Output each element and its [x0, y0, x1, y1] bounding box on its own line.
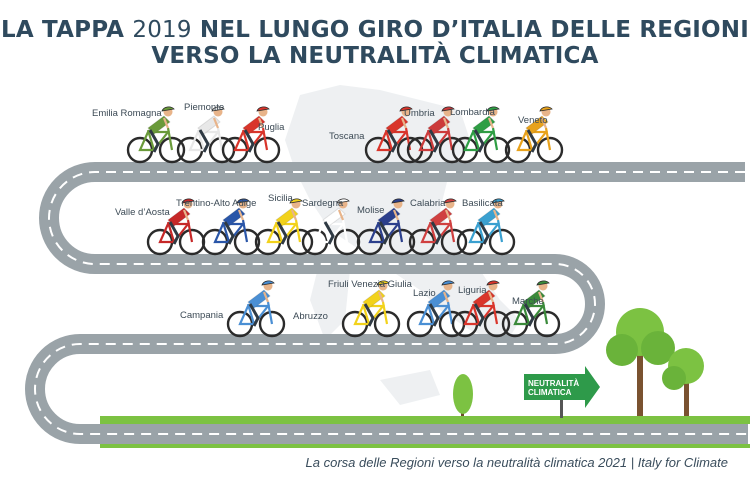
page-title-line-1: LA TAPPA 2019 NEL LUNGO GIRO D’ITALIA DE…: [0, 17, 750, 43]
region-label-veneto: Veneto: [518, 115, 548, 126]
cyclist-sardegna: [301, 198, 361, 256]
tree-medium-icon: [662, 348, 704, 416]
grass-strip: [100, 416, 750, 424]
region-label-molise: Molise: [357, 205, 385, 216]
region-label-basilicata: Basilicata: [462, 198, 503, 209]
title-year: 2019: [132, 17, 192, 43]
cyclist-puglia: [221, 106, 281, 164]
region-label-lombardia: Lombardia: [450, 107, 495, 118]
cyclist-trentino-alto-adige: [201, 198, 261, 256]
region-label-piemonte: Piemonte: [184, 102, 225, 113]
source-caption: La corsa delle Regioni verso la neutrali…: [305, 455, 728, 470]
finish-sign-icon: [524, 366, 600, 418]
region-label-umbria: Umbria: [404, 108, 435, 119]
cyclist-piemonte: [176, 106, 236, 164]
cyclist-molise: [356, 198, 416, 256]
tree-large-icon: [606, 308, 675, 416]
region-label-friuli-venezia-giulia: Friuli Venezia Giulia: [328, 279, 412, 290]
title-part-1: LA TAPPA: [0, 17, 125, 43]
region-label-trentino-alto-adige: Trentino-Alto Adige: [176, 198, 257, 209]
region-label-puglia: Puglia: [258, 122, 285, 133]
region-label-sicilia: Sicilia: [268, 193, 293, 204]
cyclist-umbria: [406, 106, 466, 164]
cyclist-marche: [501, 280, 561, 338]
grass-strip-lower: [100, 444, 750, 448]
region-label-emilia-romagna: Emilia Romagna: [92, 108, 162, 119]
title-part-2: NEL LUNGO GIRO D’ITALIA DELLE REGIONI: [199, 17, 750, 43]
cyclist-campania: [226, 280, 286, 338]
cyclist-valle-d-aosta: [146, 198, 206, 256]
cyclist-calabria: [408, 198, 468, 256]
page-title-line-2: VERSO LA NEUTRALITÀ CLIMATICA: [151, 43, 599, 69]
finish-sign-label: NEUTRALITÀ CLIMATICA: [528, 379, 588, 397]
finish-sign-line-2: CLIMATICA: [528, 388, 572, 397]
region-label-valle-d-aosta: Valle d’Aosta: [115, 207, 170, 218]
region-label-liguria: Liguria: [458, 285, 487, 296]
region-label-campania: Campania: [180, 310, 224, 321]
cyclist-lazio: [406, 280, 466, 338]
tree-small-icon: [453, 374, 473, 416]
cyclist-basilicata: [456, 198, 516, 256]
cyclist-veneto: [504, 106, 564, 164]
winding-road: [25, 162, 748, 444]
cyclist-toscana: [364, 106, 424, 164]
region-label-abruzzo: Abruzzo: [293, 311, 328, 322]
region-label-lazio: Lazio: [413, 288, 436, 299]
region-label-toscana: Toscana: [329, 131, 365, 142]
cyclist-liguria: [451, 280, 511, 338]
region-label-marche: Marche: [512, 296, 544, 307]
cyclists-group: [126, 106, 564, 338]
cyclist-sicilia: [254, 198, 314, 256]
cyclist-friuli-venezia-giulia: [341, 280, 401, 338]
region-label-calabria: Calabria: [410, 198, 446, 209]
cyclist-emilia-romagna: [126, 106, 186, 164]
region-label-sardegna: Sardegna: [302, 198, 344, 209]
finish-sign-line-1: NEUTRALITÀ: [528, 379, 580, 388]
cyclist-lombardia: [451, 106, 511, 164]
